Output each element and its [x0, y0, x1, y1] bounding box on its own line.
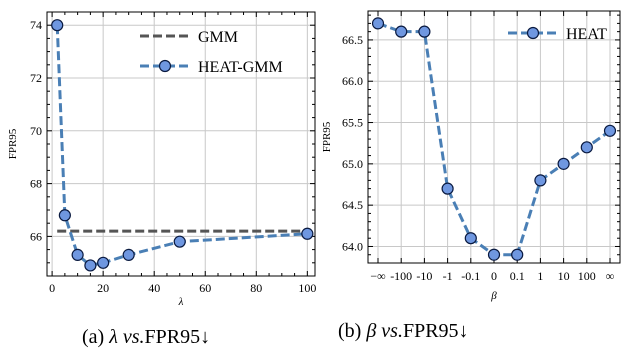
- data-point-heat: [418, 25, 431, 38]
- data-point-heat-gmm: [84, 259, 97, 272]
- data-point-heat-gmm: [301, 227, 314, 240]
- y-axis-label: FPR95: [321, 121, 333, 152]
- grid-lines: [47, 12, 315, 276]
- xtick-label-5: 0: [491, 269, 497, 283]
- caption-a-mid: vs.: [117, 326, 145, 348]
- data-point-heat-gmm: [58, 209, 71, 222]
- plot-frame: [46, 11, 316, 277]
- legend-label-0: HEAT: [566, 26, 607, 43]
- ytick-label-0: 66: [30, 229, 42, 243]
- x-axis-label: λ: [178, 296, 184, 308]
- ytick-label-1: 68: [30, 177, 42, 191]
- xtick-label-4: 80: [250, 281, 262, 295]
- data-point-heat-gmm: [71, 248, 84, 261]
- ytick-label-4: 66.0: [342, 74, 363, 88]
- xtick-label-1: -100: [390, 269, 412, 283]
- xtick-label-9: 100: [578, 269, 596, 283]
- x-axis-label: β: [490, 290, 497, 302]
- xtick-label-1: 20: [97, 281, 109, 295]
- legend-label-1: HEAT-GMM: [198, 59, 283, 76]
- xtick-label-0: −∞: [370, 269, 385, 283]
- series-layer: [371, 17, 617, 261]
- data-point-heat-gmm: [51, 19, 64, 32]
- xtick-label-3: -1: [443, 269, 453, 283]
- caption-a-suffix: FPR95↓: [144, 326, 211, 348]
- xtick-label-5: 100: [298, 281, 316, 295]
- ytick-label-1: 64.5: [342, 198, 363, 212]
- xtick-label-4: -0.1: [461, 269, 480, 283]
- grid-lines: [368, 11, 620, 263]
- xtick-label-3: 60: [199, 281, 211, 295]
- ytick-label-5: 66.5: [342, 33, 363, 47]
- data-point-heat: [603, 124, 617, 137]
- legend-marker-1: [158, 59, 172, 73]
- legend: GMM HEAT-GMM: [140, 29, 283, 76]
- data-point-heat: [557, 157, 570, 170]
- caption-b-var: β: [366, 320, 377, 342]
- caption-b-mid: vs.: [376, 320, 403, 342]
- ytick-label-3: 72: [30, 71, 42, 85]
- xtick-label-8: 10: [558, 269, 570, 283]
- series-layer: [51, 19, 314, 272]
- data-point-heat: [395, 25, 408, 38]
- xtick-label-2: 40: [148, 281, 160, 295]
- xtick-label-7: 1: [537, 269, 543, 283]
- series-line-heat-gmm: [55, 25, 308, 268]
- axis-ticks: −∞ -100 -10 -1 -0.1 0 0.1 1 10 100 ∞ 64.0 64.5 65.0 65…: [342, 11, 620, 283]
- ytick-label-3: 65.5: [342, 116, 363, 130]
- ytick-label-2: 65.0: [342, 157, 363, 171]
- data-point-heat: [371, 17, 385, 30]
- data-point-heat-gmm: [173, 235, 186, 248]
- ytick-label-2: 70: [30, 124, 42, 138]
- caption-b-suffix: FPR95↓: [402, 320, 469, 342]
- data-point-heat-gmm: [122, 248, 135, 261]
- chart-beta: −∞ -100 -10 -1 -0.1 0 0.1 1 10 100 ∞ 64.0 64.5 65.0 65…: [321, 10, 621, 302]
- caption-a-var: λ: [109, 326, 118, 348]
- data-point-heat: [534, 174, 547, 187]
- data-point-heat-gmm: [97, 256, 110, 269]
- data-point-heat: [441, 182, 454, 195]
- xtick-label-10: ∞: [606, 269, 615, 283]
- ytick-label-4: 74: [30, 18, 42, 32]
- plot-frame: [367, 10, 621, 264]
- axis-ticks: 0 20 40 60 80 100 66 68 70 72 74: [30, 12, 316, 295]
- data-point-heat: [487, 248, 501, 261]
- data-point-heat: [580, 141, 593, 154]
- xtick-label-2: -10: [416, 269, 432, 283]
- legend: HEAT: [508, 26, 607, 43]
- ytick-label-0: 64.0: [342, 239, 363, 253]
- caption-b-prefix: (b): [338, 320, 367, 342]
- xtick-label-6: 0.1: [510, 269, 525, 283]
- legend-marker-0: [526, 26, 540, 40]
- xtick-label-0: 0: [49, 281, 55, 295]
- data-point-heat: [464, 232, 477, 245]
- y-axis-label: FPR95: [7, 128, 19, 159]
- legend-label-0: GMM: [198, 29, 238, 46]
- caption-b: (b) β vs.FPR95↓: [338, 320, 469, 343]
- data-point-heat: [511, 248, 524, 261]
- chart-lambda: 0 20 40 60 80 100 66 68 70 72 74 FPR95 λ GMM HEAT-G…: [7, 11, 316, 308]
- caption-a-prefix: (a): [82, 326, 110, 348]
- caption-a: (a) λ vs.FPR95↓: [82, 326, 210, 349]
